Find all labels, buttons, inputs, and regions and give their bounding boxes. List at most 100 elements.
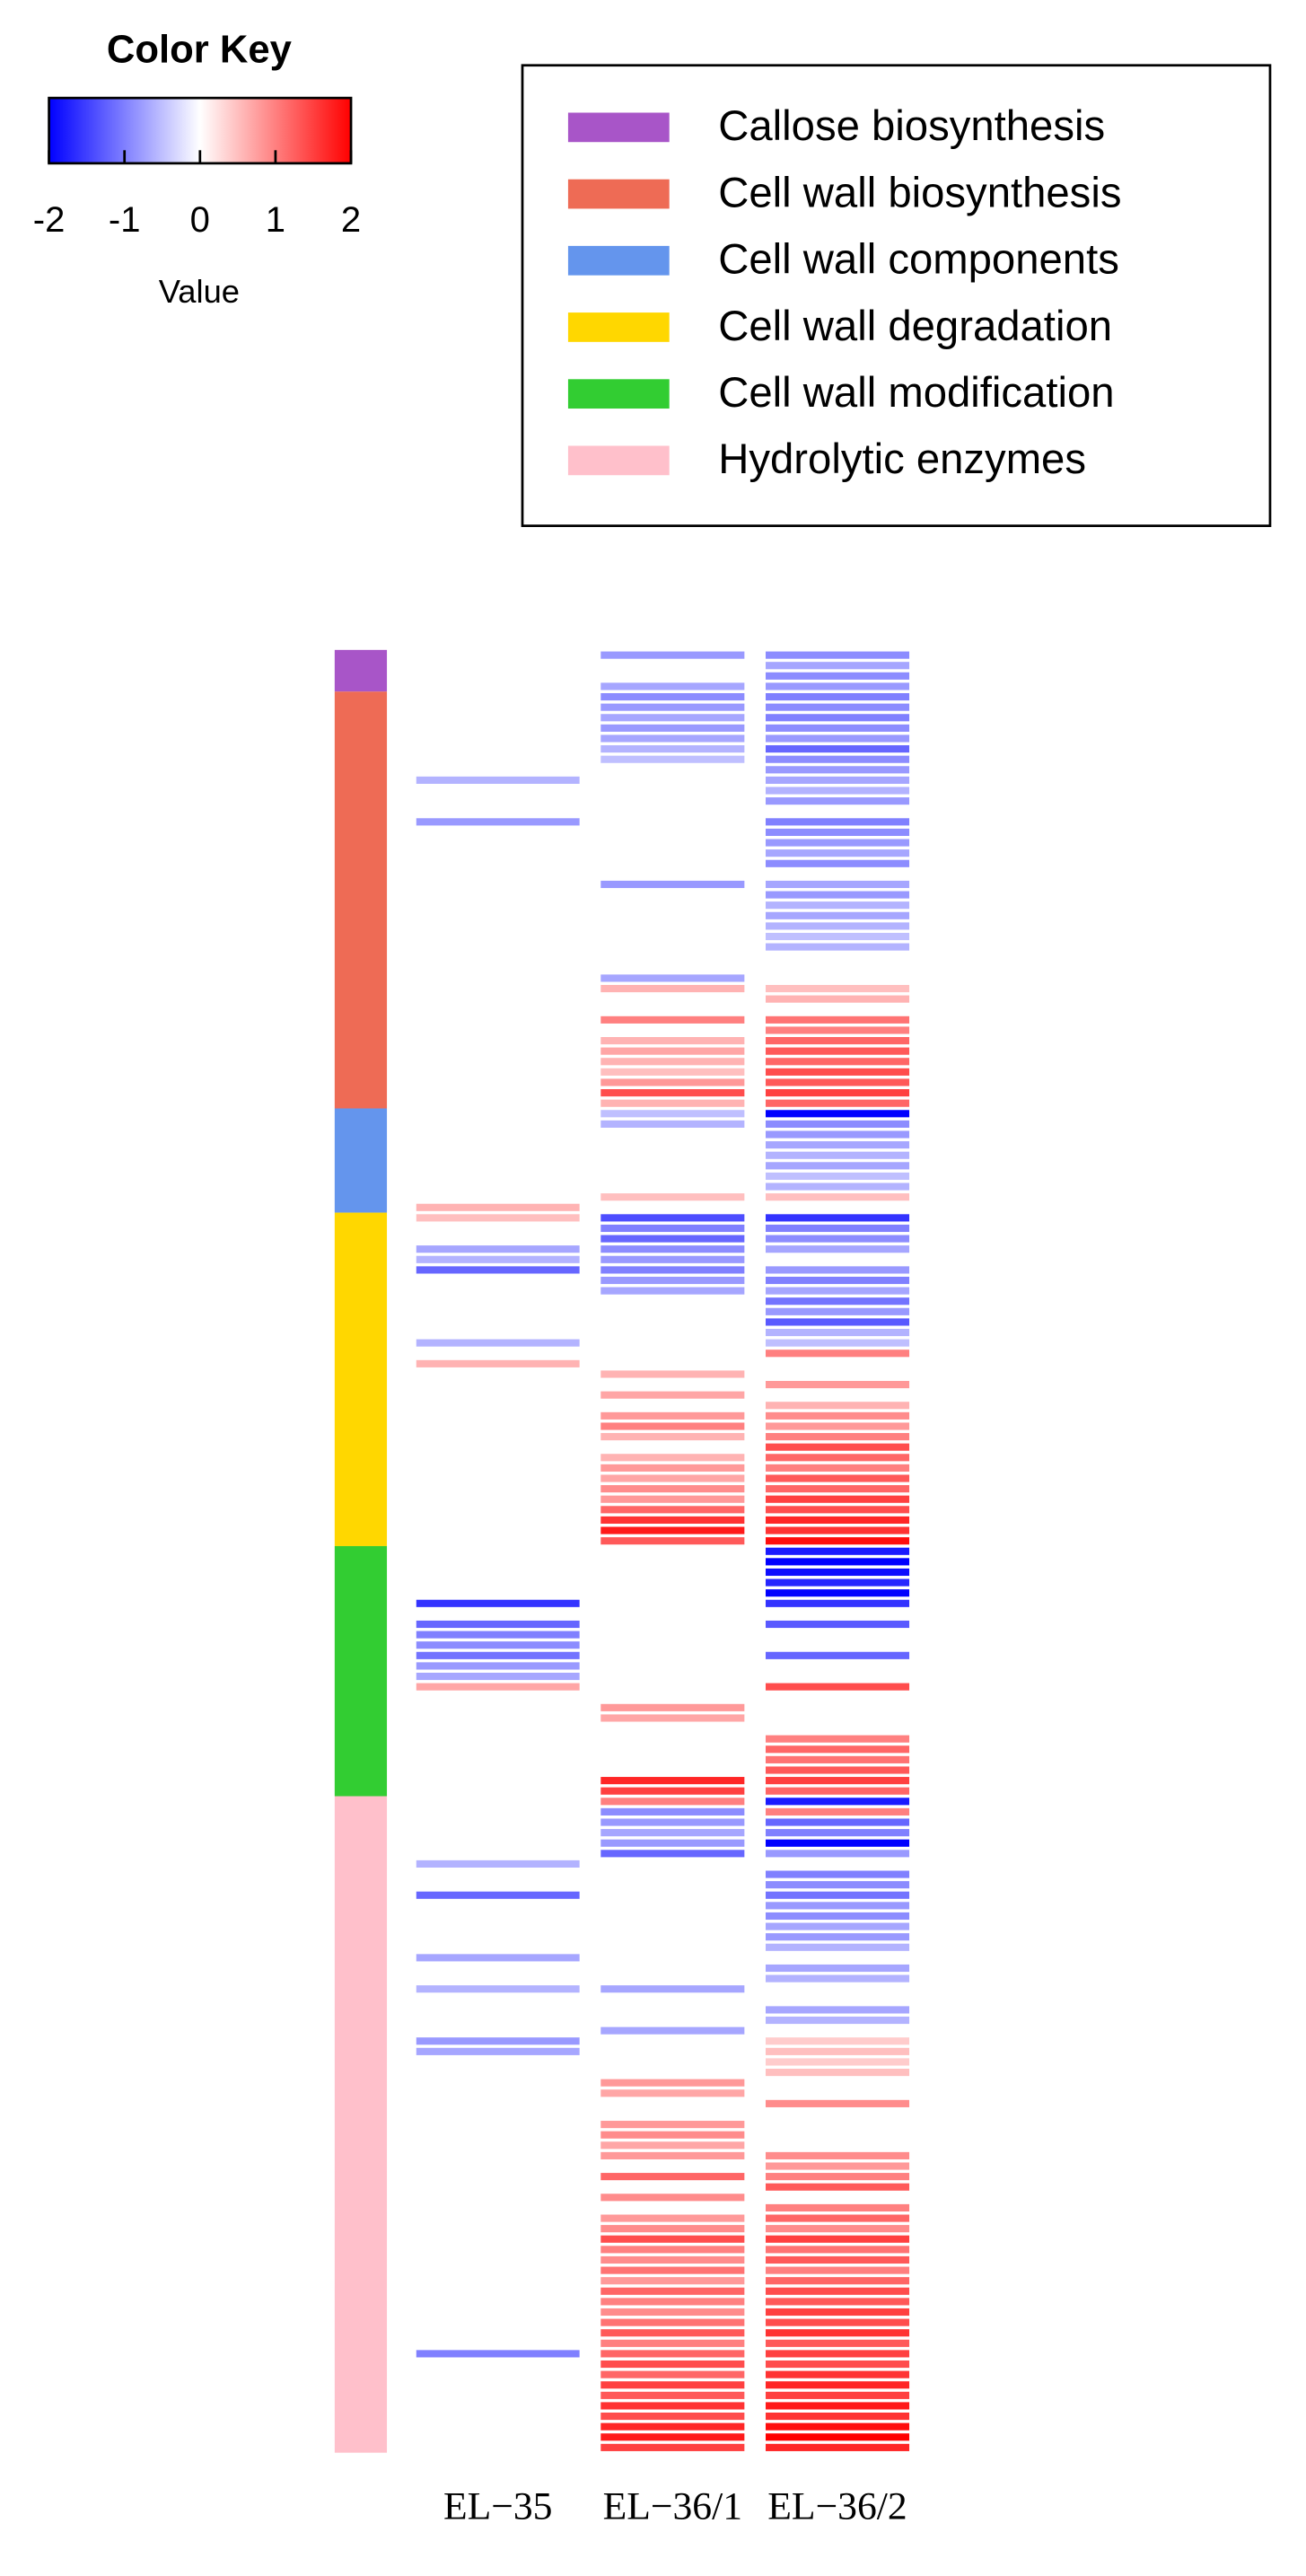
heatmap-cell (765, 1662, 910, 1670)
heatmap-cell (600, 828, 745, 837)
heatmap-cell (765, 2235, 910, 2243)
heatmap-cell (765, 1474, 910, 1482)
heatmap-cell (416, 1433, 580, 1441)
heatmap-cell (765, 1359, 910, 1367)
heatmap-cell (416, 1339, 580, 1347)
heatmap-cell (600, 1891, 745, 1899)
heatmap-cell (600, 1516, 745, 1525)
heatmap-cell (765, 2047, 910, 2055)
heatmap-cell (765, 734, 910, 743)
heatmap-cell (416, 1620, 580, 1629)
heatmap-cell (765, 932, 910, 941)
heatmap-cell (765, 1745, 910, 1754)
heatmap-cell (416, 1912, 580, 1921)
heatmap-cell (416, 2381, 580, 2389)
heatmap-cell (765, 2339, 910, 2347)
heatmap-cell (416, 1110, 580, 1118)
heatmap-cell (416, 1589, 580, 1597)
heatmap-cell (600, 2151, 745, 2159)
heatmap-cell (600, 880, 745, 889)
heatmap-cell (600, 1526, 745, 1534)
heatmap-cell (765, 2183, 910, 2191)
heatmap-cell (600, 2433, 745, 2441)
color-key-tick-label: 0 (190, 200, 210, 240)
heatmap-cell (416, 1985, 580, 1993)
legend-label: Cell wall modification (718, 369, 1114, 417)
heatmap-cell (416, 1172, 580, 1181)
heatmap-cell (600, 1610, 745, 1618)
heatmap-cell (765, 1641, 910, 1649)
heatmap-cell (600, 1162, 745, 1170)
heatmap-cell (765, 1047, 910, 1055)
heatmap-cell (600, 911, 745, 919)
heatmap-cell (416, 1130, 580, 1139)
heatmap-cell (416, 1224, 580, 1233)
heatmap-cell (416, 891, 580, 899)
heatmap-cell (765, 1829, 910, 1837)
heatmap-cell (416, 1141, 580, 1149)
heatmap-cell (600, 1662, 745, 1670)
heatmap-cell (765, 818, 910, 826)
heatmap-cell (600, 2287, 745, 2295)
heatmap-cell (600, 1287, 745, 1295)
heatmap-cell (416, 1735, 580, 1743)
heatmap-cell (416, 2370, 580, 2378)
heatmap-cell (600, 1130, 745, 1139)
heatmap-cell (416, 2037, 580, 2045)
heatmap-cell (765, 922, 910, 930)
heatmap-cell (600, 1558, 745, 1566)
heatmap-cell (600, 1807, 745, 1816)
heatmap-cell (416, 1870, 580, 1878)
heatmap-cell (600, 1151, 745, 1159)
heatmap-cell (600, 2318, 745, 2326)
heatmap-cell (416, 1829, 580, 1837)
heatmap-cell (765, 1725, 910, 1733)
heatmap-cell (416, 1558, 580, 1566)
heatmap-cell (765, 745, 910, 753)
heatmap-cell (600, 1547, 745, 1555)
heatmap-cell (600, 2370, 745, 2378)
heatmap-cell (416, 1464, 580, 1472)
heatmap-cell (765, 1276, 910, 1285)
legend-swatch (567, 245, 670, 276)
heatmap-cell (600, 2194, 745, 2202)
heatmap-cell (765, 839, 910, 847)
heatmap-cell (600, 2027, 745, 2035)
heatmap-cell (416, 1683, 580, 1691)
heatmap-cell (416, 682, 580, 690)
heatmap-cell (765, 807, 910, 815)
heatmap-cell (600, 1651, 745, 1659)
heatmap-cell (600, 2047, 745, 2055)
heatmap-cell (416, 2089, 580, 2097)
color-key-tick-label: 1 (266, 200, 285, 240)
heatmap-cell (600, 2037, 745, 2045)
heatmap-cell (600, 2183, 745, 2191)
heatmap-cell (765, 2069, 910, 2077)
heatmap-cell (765, 682, 910, 690)
heatmap-cell (600, 1099, 745, 1107)
heatmap-cell (600, 672, 745, 680)
heatmap-cell (765, 1964, 910, 1973)
heatmap-cell (765, 2277, 910, 2285)
heatmap-cell (416, 755, 580, 763)
heatmap-cell (416, 1318, 580, 1326)
heatmap-cell (416, 2058, 580, 2066)
heatmap-cell (416, 2151, 580, 2159)
heatmap-cell (600, 2058, 745, 2066)
heatmap-cell (765, 859, 910, 867)
heatmap-cell (600, 1359, 745, 1367)
heatmap-cell (416, 1015, 580, 1024)
heatmap-cell (416, 1245, 580, 1253)
heatmap-cell (600, 2016, 745, 2025)
heatmap-cell (765, 1110, 910, 1118)
heatmap-cell (600, 1214, 745, 1222)
heatmap-cell (416, 2246, 580, 2254)
heatmap-cell (765, 2308, 910, 2317)
color-key-xlabel: Value (159, 273, 240, 310)
heatmap-cell (600, 745, 745, 753)
heatmap-cell (600, 922, 745, 930)
legend-swatch (567, 312, 670, 342)
heatmap-cell (765, 1547, 910, 1555)
color-key-tick-label: -2 (33, 200, 66, 240)
heatmap-cell (416, 2131, 580, 2139)
